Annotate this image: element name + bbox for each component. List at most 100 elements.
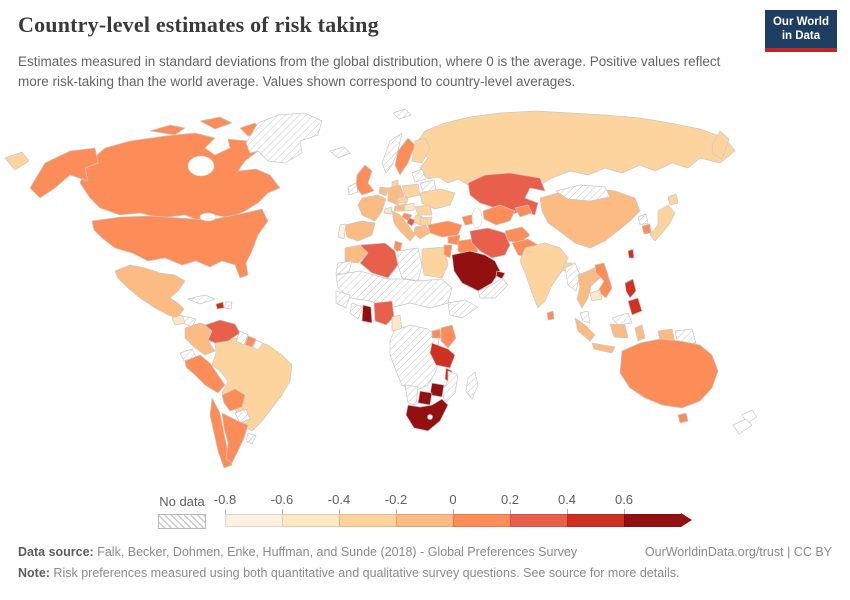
- country-greenland[interactable]: Greenland — no-data: [245, 112, 323, 164]
- country-north-korea[interactable]: North Korea — no-data: [637, 213, 649, 226]
- region-ethiopia-somalia[interactable]: Ethiopia / Somalia — no-data: [447, 299, 479, 319]
- country-russia-kamchatka[interactable]: Russia — -0.4 to -0.2: [711, 130, 730, 160]
- country-spain[interactable]: Spain — -0.2 to 0: [344, 220, 376, 242]
- country-suriname[interactable]: Suriname — 0 to 0.2: [244, 335, 257, 348]
- country-bosnia[interactable]: Bosnia and Herzegovina — 0.2 to 0.4: [406, 217, 417, 227]
- country-mongolia[interactable]: Mongolia — no-data: [555, 184, 611, 202]
- legend-bin[interactable]: [396, 514, 453, 527]
- country-new-zealand-south[interactable]: New Zealand — no-data: [732, 418, 753, 435]
- country-australia-tasmania[interactable]: Australia — 0 to 0.2: [677, 412, 689, 424]
- country-france[interactable]: France — -0.2 to 0: [357, 194, 387, 222]
- country-colombia[interactable]: Colombia — -0.2 to 0: [184, 322, 216, 356]
- country-indonesia-sulawesi[interactable]: Indonesia — -0.2 to 0: [634, 324, 646, 342]
- country-ghana[interactable]: Ghana — more than 0.6: [361, 304, 373, 324]
- country-japan[interactable]: Japan — -0.4 to -0.2: [649, 204, 676, 242]
- country-french-guiana[interactable]: French Guiana — no-data: [252, 339, 264, 351]
- country-usa[interactable]: United States — 0 to 0.2: [91, 208, 269, 279]
- country-ireland[interactable]: Ireland — no-data: [347, 182, 359, 196]
- region-senegal-guinea[interactable]: Senegal / Guinea — no-data: [335, 290, 351, 309]
- country-south-korea[interactable]: South Korea — 0 to 0.2: [641, 223, 652, 235]
- country-philippines-south[interactable]: Philippines — 0.4 to 0.6: [627, 297, 643, 316]
- country-dominican-republic[interactable]: Dominican Republic — no-data: [224, 301, 233, 310]
- legend-bin[interactable]: [339, 514, 396, 527]
- country-hungary[interactable]: Hungary — -0.6 to -0.4: [403, 202, 415, 212]
- country-afghanistan[interactable]: Afghanistan — 0 to 0.2: [504, 226, 531, 244]
- country-philippines-north[interactable]: Philippines — 0.4 to 0.6: [624, 278, 637, 299]
- legend-bin[interactable]: [282, 514, 339, 527]
- legend-bin[interactable]: [453, 514, 510, 527]
- country-cambodia[interactable]: Cambodia — -0.6 to -0.4: [589, 289, 603, 302]
- region-uzbek-turkmen[interactable]: Uzbekistan / Turkmenistan — 0 to 0.2: [482, 204, 516, 226]
- country-chile[interactable]: Chile — 0 to 0.2: [209, 397, 233, 469]
- country-switzerland[interactable]: Switzerland — -0.6 to -0.4: [383, 206, 393, 215]
- region-kyrgyz-tajik[interactable]: Kyrgyzstan / Tajikistan — 0 to 0.2: [514, 204, 533, 218]
- legend-bin[interactable]: [624, 514, 681, 527]
- country-italy[interactable]: Italy — -0.2 to 0: [391, 210, 416, 242]
- country-uk[interactable]: United Kingdom — 0 to 0.2: [355, 164, 375, 196]
- country-libya[interactable]: Libya — no-data: [397, 247, 423, 282]
- country-india[interactable]: India — -0.4 to -0.2: [519, 242, 569, 309]
- country-poland[interactable]: Poland — -0.4 to -0.2: [401, 183, 421, 199]
- country-sri-lanka[interactable]: Sri Lanka — 0 to 0.2: [546, 310, 555, 321]
- country-baltics[interactable]: Estonia / Latvia / Lithuania — no-data: [411, 168, 427, 183]
- country-turkey[interactable]: Turkey — 0 to 0.2: [427, 220, 463, 238]
- country-uganda[interactable]: Uganda — 0 to 0.2: [431, 328, 442, 339]
- country-mozambique[interactable]: Mozambique — no-data: [441, 370, 459, 404]
- country-canada-island2[interactable]: Canada — 0 to 0.2: [199, 116, 233, 130]
- country-benelux[interactable]: Netherlands / Belgium — -0.2 to 0: [378, 186, 389, 197]
- country-czechia[interactable]: Czechia — -0.4 to -0.2: [396, 195, 409, 204]
- country-guyana[interactable]: Guyana — no-data: [235, 330, 249, 346]
- country-malaysia[interactable]: Malaysia — no-data: [579, 310, 591, 324]
- country-svalbard[interactable]: [392, 108, 412, 120]
- country-malaysia-borneo[interactable]: Malaysia — no-data: [611, 312, 633, 326]
- country-mexico[interactable]: Mexico — -0.2 to 0: [114, 264, 186, 319]
- country-uruguay[interactable]: Uruguay — no-data: [245, 432, 257, 445]
- country-kenya[interactable]: Kenya — 0 to 0.2: [440, 324, 457, 349]
- country-algeria[interactable]: Algeria — 0.2 to 0.4: [359, 242, 399, 279]
- country-indonesia-java[interactable]: Indonesia — -0.2 to 0: [591, 342, 616, 354]
- attribution-link[interactable]: OurWorldinData.org/trust | CC BY: [644, 545, 832, 559]
- country-cuba[interactable]: Cuba — no-data: [187, 294, 216, 305]
- no-data-swatch[interactable]: [158, 514, 206, 529]
- country-argentina[interactable]: Argentina — 0 to 0.2: [221, 412, 249, 464]
- country-usa-alaska[interactable]: United States — 0 to 0.2: [29, 147, 99, 199]
- country-saudi-arabia[interactable]: Saudi Arabia — more than 0.6: [451, 250, 501, 292]
- legend-bin[interactable]: [225, 514, 282, 527]
- region-yemen-oman[interactable]: Yemen / Oman — no-data: [477, 277, 509, 299]
- country-portugal[interactable]: Portugal — -0.8 to -0.6: [337, 223, 347, 240]
- country-madagascar[interactable]: Madagascar — no-data: [465, 371, 479, 400]
- country-ivory-coast[interactable]: Côte d'Ivoire — no-data: [349, 302, 364, 320]
- country-uae[interactable]: United Arab Emirates — more than 0.6: [495, 270, 506, 280]
- legend-bin[interactable]: [510, 514, 567, 527]
- country-namibia[interactable]: Namibia — no-data: [404, 384, 419, 406]
- country-morocco[interactable]: Morocco — -0.2 to 0: [344, 244, 369, 264]
- country-bolivia[interactable]: Bolivia — 0 to 0.2: [221, 388, 246, 412]
- country-bulgaria[interactable]: Bulgaria — -0.4 to -0.2: [419, 216, 433, 226]
- country-ukraine[interactable]: Ukraine — -0.4 to -0.2: [419, 188, 456, 210]
- country-finland[interactable]: Finland — -0.4 to -0.2: [411, 137, 431, 164]
- country-tanzania[interactable]: Tanzania — 0.4 to 0.6: [429, 342, 456, 369]
- country-botswana[interactable]: Botswana — more than 0.6: [417, 390, 433, 406]
- country-sweden[interactable]: Sweden — 0 to 0.2: [394, 137, 416, 176]
- country-venezuela[interactable]: Venezuela — 0.2 to 0.4: [204, 319, 241, 344]
- country-canada-island1[interactable]: Canada — 0 to 0.2: [149, 124, 186, 136]
- country-australia[interactable]: Australia — 0 to 0.2: [619, 338, 719, 409]
- country-greece[interactable]: Greece — -0.2 to 0: [413, 224, 431, 240]
- country-south-africa[interactable]: South Africa — more than 0.6: [405, 398, 449, 432]
- country-japan-hokkaido[interactable]: Japan — -0.4 to -0.2: [667, 193, 679, 206]
- region-israel-jordan[interactable]: Israel / Jordan — 0 to 0.2: [443, 244, 453, 259]
- country-zimbabwe[interactable]: Zimbabwe — more than 0.6: [429, 382, 445, 398]
- country-russia[interactable]: Russia — -0.4 to -0.2: [414, 110, 736, 186]
- country-vietnam[interactable]: Vietnam — 0 to 0.2: [594, 262, 613, 299]
- country-haiti[interactable]: Haiti — 0.4 to 0.6: [215, 301, 225, 310]
- country-myanmar[interactable]: Myanmar — no-data: [564, 262, 581, 292]
- country-iran[interactable]: Iran — 0.2 to 0.4: [469, 227, 511, 259]
- region-central-africa[interactable]: DR Congo / Central Africa / Angola / Zam…: [389, 324, 441, 392]
- legend-bin[interactable]: [567, 514, 624, 527]
- country-romania[interactable]: Romania — -0.4 to -0.2: [414, 204, 433, 216]
- country-indonesia-kalimantan[interactable]: Indonesia — -0.2 to 0: [609, 323, 629, 339]
- country-indonesia-sumatra[interactable]: Indonesia — -0.2 to 0: [574, 317, 596, 342]
- country-russia-chukotka[interactable]: Russia — -0.4 to -0.2: [4, 151, 30, 171]
- country-peru[interactable]: Peru — 0 to 0.2: [184, 354, 226, 394]
- country-iceland[interactable]: Iceland — no-data: [329, 146, 351, 159]
